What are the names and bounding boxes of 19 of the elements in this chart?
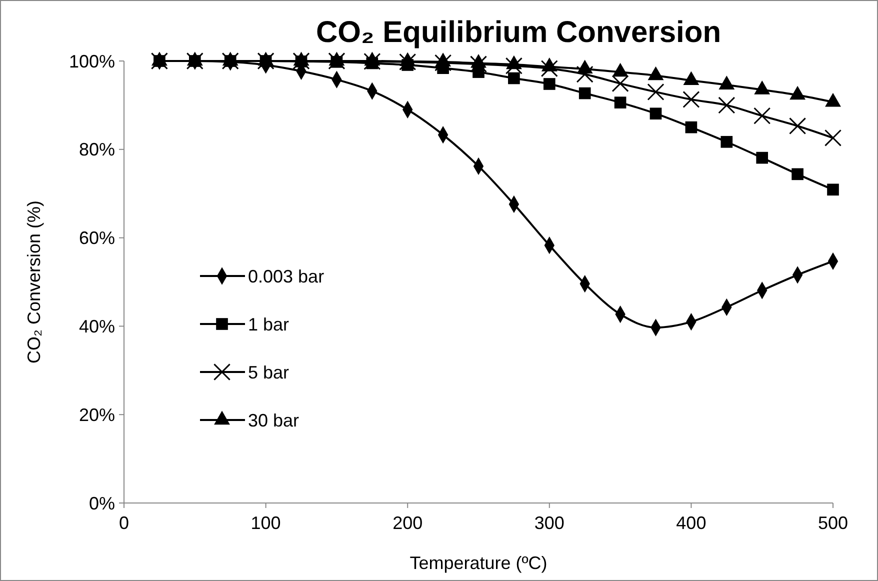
- x-tick-label: 200: [392, 513, 423, 533]
- y-tick-label: 40%: [78, 316, 115, 336]
- x-tick-label: 0: [118, 513, 130, 533]
- legend-label: 1 bar: [248, 314, 290, 334]
- y-tick-label: 60%: [78, 228, 115, 248]
- x-tick-label: 500: [818, 513, 848, 533]
- x-tick-label: 100: [250, 513, 281, 533]
- x-tick-label: 300: [534, 513, 564, 533]
- legend-label: 0.003 bar: [248, 266, 324, 286]
- legend-label: 30 bar: [248, 410, 300, 430]
- y-tick-label: 100%: [68, 51, 115, 72]
- x-tick-label: 400: [676, 513, 706, 533]
- x-axis-title: Temperature (ºC): [410, 553, 548, 573]
- chart-title: CO₂ Equilibrium Conversion: [316, 16, 722, 49]
- y-tick-label: 0%: [88, 493, 115, 514]
- legend-label: 5 bar: [248, 362, 290, 382]
- y-tick-label: 80%: [78, 140, 115, 160]
- y-axis-title: CO₂ Conversion (%): [24, 200, 44, 364]
- y-tick-label: 20%: [78, 404, 115, 425]
